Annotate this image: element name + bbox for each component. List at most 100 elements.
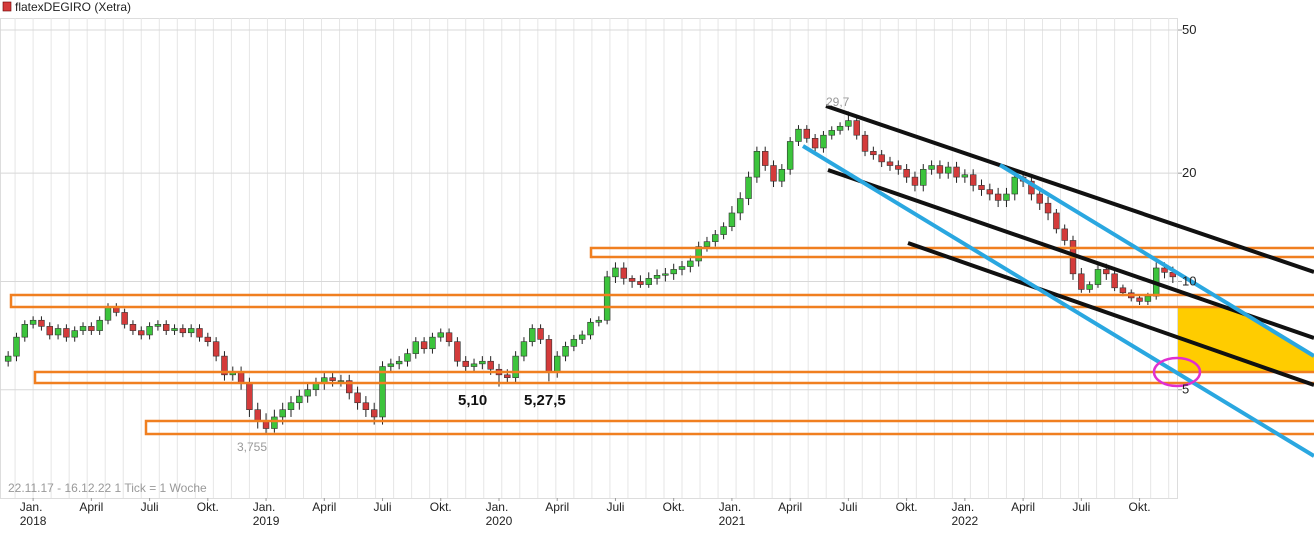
- candle-body: [745, 176, 752, 199]
- candle-body: [828, 130, 835, 136]
- support-zone: [9, 293, 1314, 309]
- candles: [4, 111, 1177, 435]
- x-tick-label: Okt.: [196, 500, 219, 514]
- candle-body: [662, 273, 669, 276]
- candle-body: [637, 281, 644, 285]
- candle-body: [63, 328, 70, 338]
- annotation: 29,7: [826, 95, 850, 109]
- candle-body: [79, 326, 87, 331]
- candle-body: [1061, 228, 1068, 241]
- candle-body: [104, 306, 112, 321]
- candle-body: [670, 269, 677, 275]
- candle-body: [246, 383, 253, 410]
- drawings: [9, 104, 1314, 458]
- candle-body: [329, 377, 336, 381]
- candle-body: [753, 151, 761, 178]
- candle-body: [395, 360, 403, 365]
- candle-body: [29, 319, 37, 325]
- candle-body: [737, 198, 744, 214]
- y-tick-label: 50: [1182, 22, 1196, 37]
- candle-body: [1003, 193, 1010, 201]
- x-tick-label: Juli: [839, 500, 858, 514]
- candle-body: [287, 402, 295, 410]
- candle-body: [986, 189, 994, 195]
- candle-body: [620, 267, 627, 279]
- candle-body: [529, 328, 536, 342]
- candle-body: [362, 402, 370, 410]
- candle-body: [1044, 202, 1052, 214]
- candle-body: [845, 120, 852, 127]
- x-tick-label: Okt.: [1128, 500, 1151, 514]
- x-tick-label: Okt.: [429, 500, 452, 514]
- candle-body: [786, 141, 794, 170]
- candle-body: [1086, 284, 1093, 290]
- candle-body: [595, 319, 603, 323]
- candle-body: [920, 169, 927, 186]
- candle-body: [695, 246, 702, 262]
- x-tick-label: Jan. 2018: [19, 500, 47, 528]
- trend-line: [907, 241, 1314, 387]
- candle-body: [520, 341, 528, 357]
- support-zone: [144, 419, 1314, 436]
- annotation: 5,10: [458, 392, 487, 409]
- candle-body: [296, 395, 303, 404]
- candle-body: [304, 389, 311, 397]
- candle-body: [1161, 267, 1168, 273]
- candle-body: [146, 326, 153, 336]
- candle-body: [978, 185, 985, 190]
- candle-body: [379, 366, 386, 418]
- x-tick-label: Jan. 2019: [252, 500, 280, 528]
- candle-body: [687, 260, 694, 267]
- candle-body: [1136, 297, 1143, 302]
- candle-body: [138, 330, 145, 336]
- y-tick-label: 10: [1182, 273, 1196, 288]
- candle-body: [653, 275, 661, 279]
- candle-body: [271, 416, 278, 429]
- support-zone: [589, 246, 1314, 259]
- trend-line: [827, 168, 1314, 340]
- candle-body: [404, 353, 411, 362]
- footnote: 22.11.17 - 16.12.22 1 Tick = 1 Woche: [8, 481, 207, 495]
- candle-body: [96, 319, 103, 331]
- candle-body: [420, 341, 428, 350]
- x-tick-label: Jan. 2021: [718, 500, 746, 528]
- candle-body: [479, 360, 486, 365]
- candle-body: [1111, 273, 1118, 289]
- candle-body: [154, 324, 162, 327]
- support-zone: [33, 370, 1314, 385]
- candle-body: [1078, 273, 1085, 290]
- candle-body: [878, 154, 885, 163]
- y-tick-label: 20: [1182, 165, 1196, 180]
- highlight-area: [1178, 307, 1314, 372]
- candle-body: [354, 392, 361, 404]
- candle-body: [346, 380, 353, 394]
- candle-body: [720, 226, 727, 235]
- candle-body: [187, 328, 195, 334]
- candle-body: [820, 134, 827, 149]
- channel-line: [998, 163, 1314, 358]
- trend-line: [825, 104, 1314, 274]
- candle-body: [254, 409, 261, 422]
- candle-body: [54, 328, 62, 336]
- candle-body: [678, 266, 686, 270]
- candle-body: [163, 324, 170, 331]
- x-tick-label: Jan. 2022: [951, 500, 979, 528]
- x-tick-label: April: [79, 500, 104, 514]
- candle-body: [570, 339, 578, 347]
- candle-body: [1119, 287, 1127, 294]
- candle-body: [770, 165, 777, 182]
- candle-body: [1103, 269, 1110, 275]
- highlight-circle: [1152, 356, 1202, 388]
- candle-body: [487, 360, 494, 370]
- candle-body: [803, 128, 811, 139]
- candle-body: [811, 138, 819, 149]
- candle-body: [870, 151, 877, 156]
- candle-body: [969, 174, 977, 186]
- candle-body: [221, 355, 228, 376]
- candle-body: [903, 169, 910, 178]
- candle-body: [312, 383, 320, 391]
- candle-body: [504, 374, 511, 378]
- candle-body: [204, 336, 212, 342]
- candle-body: [928, 165, 935, 170]
